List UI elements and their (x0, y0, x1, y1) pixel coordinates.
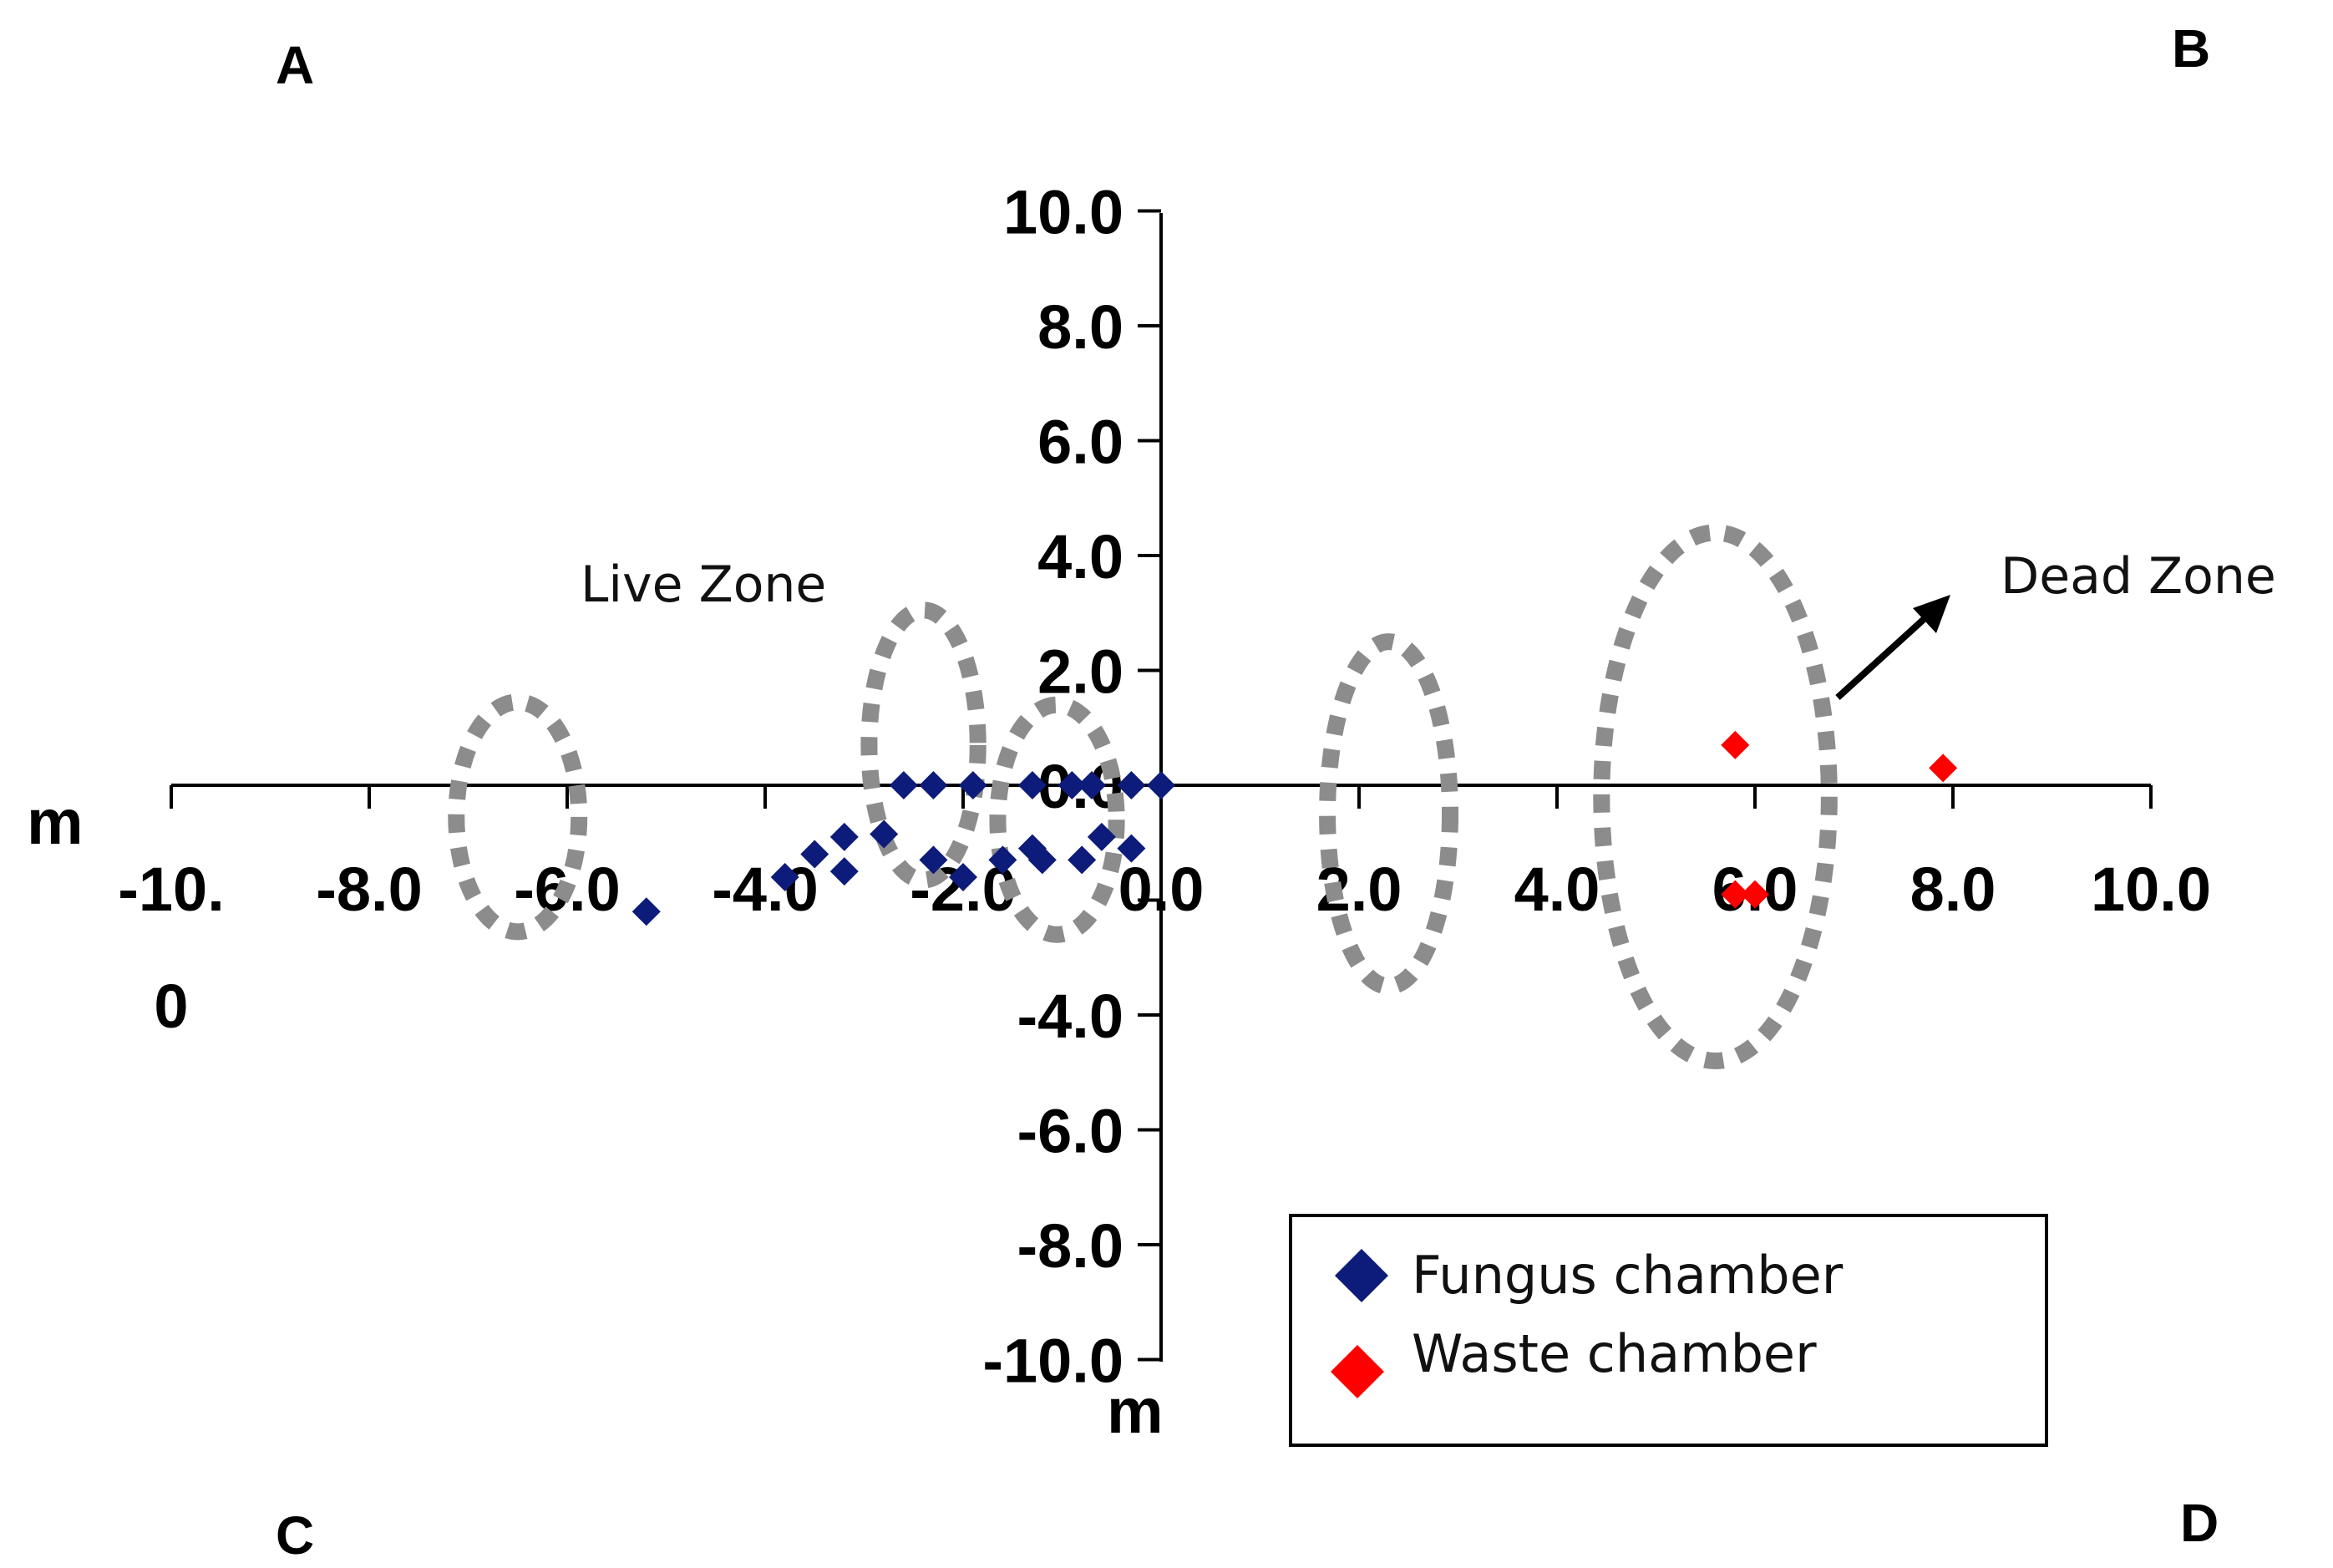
fungus-chamber-point (1117, 834, 1146, 863)
waste-chamber-point (1741, 880, 1769, 909)
quadrant-label-d: D (2180, 1493, 2219, 1553)
zone-ellipses (448, 524, 1838, 1069)
x-axis-label: m (27, 787, 84, 858)
fungus-chamber-point (829, 822, 859, 851)
legend-label-waste: Waste chamber (1412, 1323, 1817, 1384)
fungus-chamber-point (949, 863, 977, 891)
fungus-chamber-point (870, 820, 899, 849)
quadrant-label-c: C (276, 1505, 314, 1565)
y-tick-label: 6.0 (1037, 408, 1123, 477)
legend-item-waste: Waste chamber (1331, 1323, 1817, 1398)
y-tick-label: 2.0 (1037, 637, 1123, 707)
fungus-chamber-point (1057, 771, 1087, 799)
live-zone-annotation: Live Zone (581, 556, 826, 614)
fungus-chamber-point (1078, 771, 1107, 799)
fungus-chamber-point (1017, 771, 1047, 799)
y-tick-label: -6.0 (1017, 1097, 1123, 1166)
fungus-chamber-point (1117, 771, 1146, 799)
x-tick-label: 0.0 (1118, 855, 1205, 924)
fungus-chamber-point (1087, 822, 1116, 851)
y-tick-label: 8.0 (1037, 292, 1123, 362)
x-tick-label: -10. (118, 855, 225, 924)
y-tick-label: 10.0 (1003, 178, 1123, 247)
fungus-chamber-point (1068, 845, 1097, 875)
waste-chamber-point (1721, 730, 1750, 759)
fungus-chamber-point (1027, 845, 1057, 875)
fungus-chamber-point (1147, 771, 1175, 799)
dead-zone-arrow (1835, 595, 1950, 700)
x-tick-label: 4.0 (1514, 855, 1600, 924)
x-tick-label-wrap: 0 (154, 972, 188, 1041)
x-tick-label: -8.0 (316, 855, 423, 924)
fungus-chamber-point (829, 857, 859, 886)
y-tick-label: -10.0 (982, 1327, 1123, 1396)
zone-ellipse-5 (1593, 524, 1838, 1069)
quadrant-label-b: B (2172, 18, 2210, 79)
fungus-chamber-point (631, 897, 661, 926)
zone-ellipse-1 (448, 693, 588, 941)
x-tick-label: 10.0 (2091, 855, 2211, 924)
x-tick-label: 8.0 (1910, 855, 1996, 924)
legend-item-fungus: Fungus chamber (1335, 1245, 1844, 1306)
legend-marker-fungus (1335, 1249, 1388, 1302)
waste-chamber-point (1721, 880, 1750, 909)
data-points (631, 730, 1958, 926)
fungus-chamber-point (988, 845, 1017, 875)
y-axis-label: m (1107, 1376, 1164, 1447)
fungus-chamber-point (958, 771, 987, 799)
zone-ellipse-4 (1319, 633, 1459, 995)
fungus-chamber-point (919, 771, 948, 799)
dead-zone-annotation: Dead Zone (2001, 547, 2276, 606)
waste-chamber-point (1929, 754, 1958, 783)
fungus-chamber-point (770, 863, 799, 891)
legend-marker-waste (1331, 1345, 1384, 1398)
x-tick-label: -4.0 (712, 855, 819, 924)
legend: Fungus chamber Waste chamber (1289, 1214, 2048, 1447)
zone-ellipse-2 (860, 601, 986, 889)
y-tick-label: -4.0 (1017, 982, 1123, 1051)
y-tick-label: -8.0 (1017, 1211, 1123, 1281)
y-tick-label: 4.0 (1037, 522, 1123, 591)
fungus-chamber-point (889, 771, 918, 799)
zone-ellipse-3 (989, 696, 1125, 943)
quadrant-label-a: A (276, 35, 314, 95)
fungus-chamber-point (800, 840, 829, 869)
legend-label-fungus: Fungus chamber (1412, 1245, 1844, 1306)
fungus-chamber-point (919, 845, 948, 875)
